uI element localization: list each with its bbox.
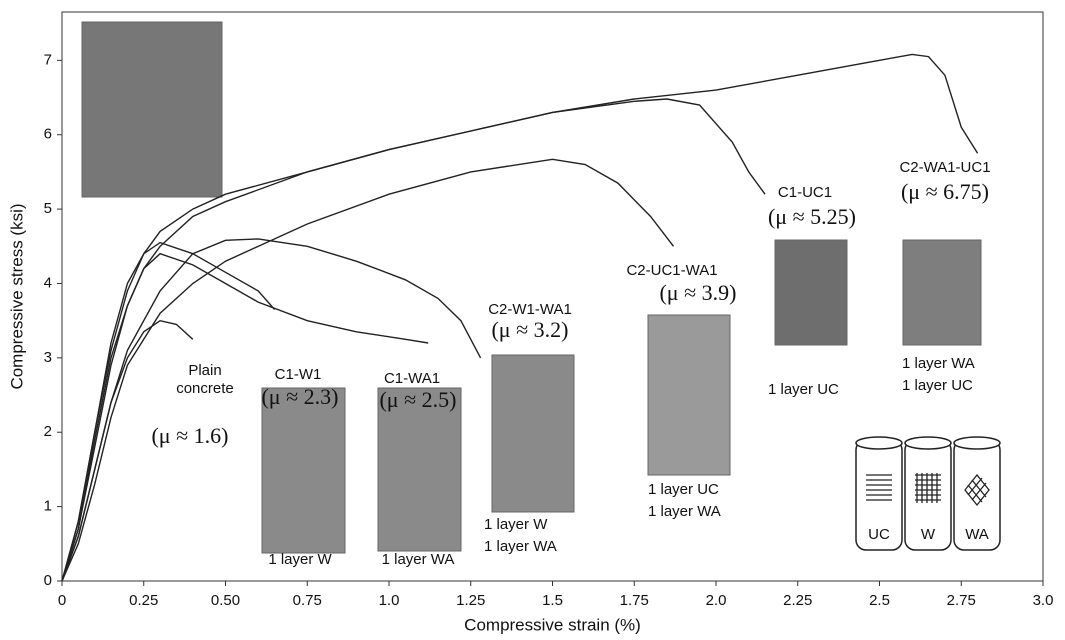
y-tick-label: 6: [44, 126, 52, 143]
x-tick-label: 0.75: [293, 592, 322, 609]
ductility-label: (μ ≈ 6.75): [901, 183, 989, 201]
y-tick-label: 1: [44, 498, 52, 515]
x-tick-label: 2.25: [783, 592, 812, 609]
specimen-photo: [775, 240, 847, 345]
layer-note: 1 layer WA: [484, 538, 557, 556]
ductility-label: (μ ≈ 2.3): [261, 388, 338, 406]
x-tick-label: 2.5: [869, 592, 890, 609]
photos: [82, 22, 981, 553]
layer-note: 1 layer UC: [768, 381, 839, 399]
x-tick-label: 0.25: [129, 592, 158, 609]
figure: 0 0.25 0.50 0.75 1.0 1.25 1.5 1.75 2.0 2.25 2.5 2.7…: [0, 0, 1065, 640]
curve-label: C1-UC1: [778, 184, 832, 202]
cylinder-label: W: [921, 526, 936, 543]
cylinder-label: WA: [965, 526, 989, 543]
x-tick-label: 1.0: [379, 592, 400, 609]
specimen-photo: [903, 240, 981, 345]
specimen-photo: [378, 388, 461, 551]
x-axis-title: Compressive strain (%): [464, 615, 641, 634]
x-tick-label: 2.0: [706, 592, 727, 609]
x-tick-label: 2.75: [947, 592, 976, 609]
y-tick-label: 7: [44, 51, 52, 68]
specimen-photo: [492, 355, 574, 512]
ductility-label: (μ ≈ 3.2): [491, 321, 568, 339]
x-tick-label: 3.0: [1033, 592, 1054, 609]
x-tick-label: 0.50: [211, 592, 240, 609]
x-tick-label: 1.5: [542, 592, 563, 609]
layer-note: 1 layer WA: [902, 355, 975, 373]
curve-label: C2-UC1-WA1: [626, 262, 717, 280]
ductility-label: (μ ≈ 1.6): [151, 427, 228, 445]
y-tick-label: 0: [44, 572, 52, 589]
x-tick-label: 1.75: [620, 592, 649, 609]
specimen-photo: [648, 315, 730, 475]
curve-label: C2-WA1-UC1: [899, 159, 990, 177]
stress-strain-curve: [62, 321, 193, 581]
y-tick-label: 4: [44, 274, 52, 291]
layer-note: 1 layer W: [484, 516, 547, 534]
y-tick-label: 3: [44, 349, 52, 366]
test-photo: [82, 22, 222, 197]
layer-note: 1 layer W: [268, 551, 331, 569]
cylinder-top: [954, 437, 1000, 449]
y-tick-label: 5: [44, 200, 52, 217]
ductility-label: (μ ≈ 5.25): [768, 208, 856, 226]
layer-note: 1 layer WA: [382, 551, 455, 569]
specimen-photo: [262, 388, 345, 553]
x-tick-label: 1.25: [456, 592, 485, 609]
cylinder-top: [856, 437, 902, 449]
ductility-label: (μ ≈ 2.5): [379, 391, 456, 409]
cylinder-label: UC: [868, 526, 890, 543]
y-axis-title: Compressive stress (ksi): [7, 203, 26, 389]
x-tick-label: 0: [58, 592, 66, 609]
curve-label: C1-W1: [275, 366, 322, 384]
cylinder-top: [905, 437, 951, 449]
stress-strain-curve: [62, 159, 674, 581]
curve-label: C1-WA1: [384, 370, 440, 388]
layer-note: 1 layer WA: [648, 503, 721, 521]
layer-note: 1 layer UC: [648, 481, 719, 499]
curve-label: Plain concrete: [170, 362, 240, 398]
y-tick-label: 2: [44, 423, 52, 440]
ductility-label: (μ ≈ 3.9): [659, 284, 736, 302]
stress-strain-curve: [62, 254, 428, 581]
layer-note: 1 layer UC: [902, 377, 973, 395]
